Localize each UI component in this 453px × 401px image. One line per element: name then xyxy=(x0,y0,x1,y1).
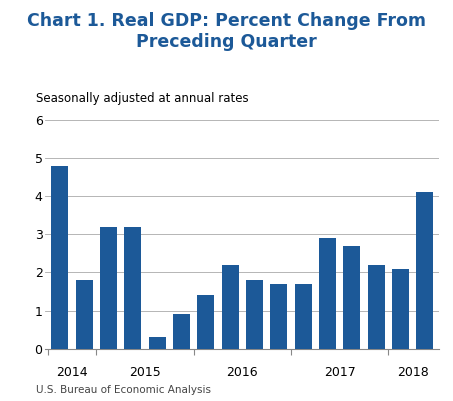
Bar xyxy=(222,265,239,349)
Bar xyxy=(198,296,214,349)
Bar xyxy=(270,284,287,349)
Text: U.S. Bureau of Economic Analysis: U.S. Bureau of Economic Analysis xyxy=(36,385,211,395)
Bar xyxy=(343,246,360,349)
Bar xyxy=(368,265,385,349)
Bar xyxy=(392,269,409,349)
Bar xyxy=(319,238,336,349)
Bar xyxy=(294,284,312,349)
Text: Seasonally adjusted at annual rates: Seasonally adjusted at annual rates xyxy=(36,92,249,105)
Bar xyxy=(246,280,263,349)
Bar xyxy=(416,192,434,349)
Bar xyxy=(149,337,166,349)
Text: 2015: 2015 xyxy=(129,366,161,379)
Bar xyxy=(173,314,190,349)
Bar xyxy=(51,166,68,349)
Text: 2017: 2017 xyxy=(324,366,356,379)
Bar xyxy=(100,227,117,349)
Bar xyxy=(76,280,93,349)
Bar xyxy=(125,227,141,349)
Text: Chart 1. Real GDP: Percent Change From
Preceding Quarter: Chart 1. Real GDP: Percent Change From P… xyxy=(27,12,426,51)
Text: 2018: 2018 xyxy=(397,366,429,379)
Text: 2014: 2014 xyxy=(56,366,88,379)
Text: 2016: 2016 xyxy=(226,366,258,379)
